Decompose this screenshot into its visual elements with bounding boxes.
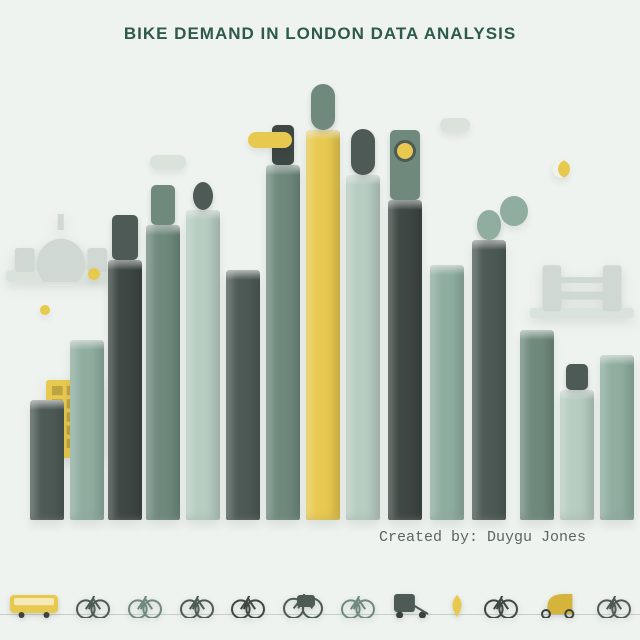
bar <box>306 130 340 520</box>
bar <box>388 200 422 520</box>
person-topper <box>566 364 588 390</box>
bicycle-icon <box>180 596 214 618</box>
bar <box>70 340 104 520</box>
rickshaw-icon <box>535 592 579 618</box>
vehicle-icon-row <box>0 588 640 618</box>
cart-icon <box>392 592 430 618</box>
bar <box>520 330 554 520</box>
statue-topper <box>311 84 335 130</box>
clock-face-icon <box>394 140 416 162</box>
bar <box>346 175 380 520</box>
bicycle-icon <box>484 596 518 618</box>
bar <box>266 165 300 520</box>
bicycle-icon <box>597 596 631 618</box>
bar <box>226 270 260 520</box>
credit-line: Created by: Duygu Jones <box>379 529 586 546</box>
dot-float <box>40 305 50 315</box>
leaf-icon <box>448 594 466 618</box>
infographic-canvas: BIKE DEMAND IN LONDON DATA ANALYSIS Crea… <box>0 0 640 640</box>
cyclist-topper <box>193 182 213 210</box>
bar <box>186 210 220 520</box>
cloud-float <box>440 118 470 132</box>
tree-topper <box>151 185 175 225</box>
cloud-float <box>150 155 186 169</box>
page-title: BIKE DEMAND IN LONDON DATA ANALYSIS <box>0 24 640 44</box>
bar <box>30 400 64 520</box>
bicycle-icon <box>76 596 110 618</box>
bus-icon <box>9 594 59 618</box>
moon-float <box>552 160 570 178</box>
bar <box>560 390 594 520</box>
bar <box>108 260 142 520</box>
tree-topper <box>112 215 138 260</box>
bar <box>146 225 180 520</box>
bar <box>600 355 634 520</box>
bicycle-icon <box>231 596 265 618</box>
bicycle-icon <box>341 596 375 618</box>
statue-topper <box>351 129 375 175</box>
figure-topper <box>477 210 501 240</box>
bicycle-icon <box>128 596 162 618</box>
bar-chart <box>0 90 640 520</box>
bar <box>430 265 464 520</box>
dot-float <box>88 268 100 280</box>
cloud-float <box>248 132 292 148</box>
cargo-icon <box>283 594 323 618</box>
bar <box>472 240 506 520</box>
blob-float <box>500 196 528 226</box>
